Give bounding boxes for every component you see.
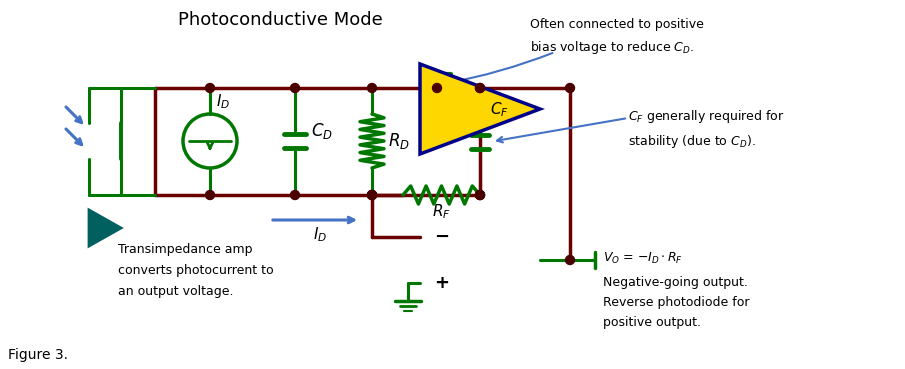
Circle shape xyxy=(475,83,484,93)
Circle shape xyxy=(367,83,376,93)
Circle shape xyxy=(433,83,442,93)
Circle shape xyxy=(566,83,575,93)
Text: Negative-going output.
Reverse photodiode for
positive output.: Negative-going output. Reverse photodiod… xyxy=(603,276,749,329)
Circle shape xyxy=(475,83,484,93)
Text: $R_D$: $R_D$ xyxy=(388,131,410,151)
Text: Figure 3.: Figure 3. xyxy=(8,348,68,362)
Text: $V_O$ = $-I_D \cdot R_F$: $V_O$ = $-I_D \cdot R_F$ xyxy=(603,251,683,266)
Circle shape xyxy=(475,190,484,200)
Text: Transimpedance amp
converts photocurrent to
an output voltage.: Transimpedance amp converts photocurrent… xyxy=(118,243,273,298)
Text: $C_F$ generally required for
stability (due to $C_D$).: $C_F$ generally required for stability (… xyxy=(628,108,785,151)
Polygon shape xyxy=(89,210,121,246)
Circle shape xyxy=(367,190,376,200)
Circle shape xyxy=(475,190,484,200)
Circle shape xyxy=(205,190,214,200)
Text: $C_F$: $C_F$ xyxy=(490,101,509,119)
Circle shape xyxy=(291,83,300,93)
Circle shape xyxy=(367,190,376,200)
Circle shape xyxy=(205,83,214,93)
Polygon shape xyxy=(420,64,540,154)
Text: $C_D$: $C_D$ xyxy=(311,121,333,141)
Text: −: − xyxy=(434,228,449,246)
Circle shape xyxy=(367,190,376,200)
Text: +: + xyxy=(434,274,449,292)
Circle shape xyxy=(566,255,575,265)
Text: $I_D$: $I_D$ xyxy=(313,226,327,244)
Text: Photoconductive Mode: Photoconductive Mode xyxy=(177,11,383,29)
Text: Often connected to positive
bias voltage to reduce $C_D$.: Often connected to positive bias voltage… xyxy=(530,18,704,56)
Circle shape xyxy=(475,190,484,200)
Text: $I_D$: $I_D$ xyxy=(216,93,230,111)
Text: $R_F$: $R_F$ xyxy=(432,203,451,221)
Circle shape xyxy=(291,190,300,200)
